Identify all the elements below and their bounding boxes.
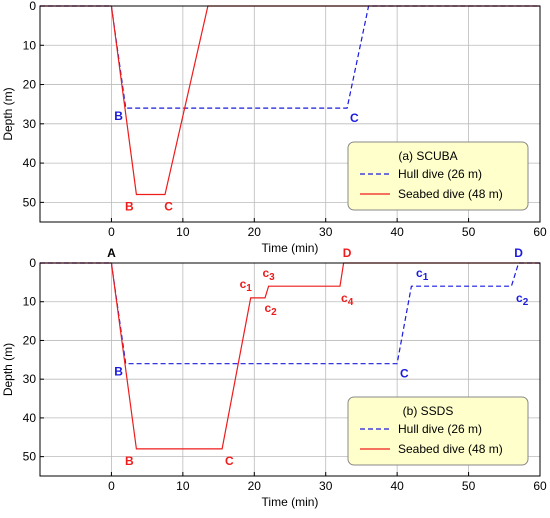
y-tick-label: 50 — [23, 450, 37, 464]
point-label-subscript: 1 — [423, 272, 429, 283]
legend-hull-label-b: Hull dive (26 m) — [398, 422, 482, 436]
point-label-subscript: 3 — [269, 272, 275, 283]
y-tick-label: 0 — [29, 0, 36, 13]
x-tick-label: 60 — [533, 225, 547, 239]
point-label-B: B — [114, 365, 123, 379]
y-tick-label: 10 — [23, 38, 37, 52]
x-tick-label: 0 — [108, 225, 115, 239]
y-tick-label: 40 — [23, 411, 37, 425]
legend-seabed-label-a: Seabed dive (48 m) — [398, 187, 503, 201]
panel-ssds: 0 10 20 30 40 50 60 0 10 20 30 40 50 Time (min) Depth … — [1, 246, 547, 509]
y-tick-label: 20 — [23, 333, 37, 347]
legend-box-b — [347, 396, 529, 466]
x-tick-label: 20 — [248, 225, 262, 239]
plot-frame-a — [39, 5, 541, 223]
point-label-D: D — [371, 0, 380, 3]
y-axis-label: Depth (m) — [1, 87, 15, 140]
point-label-B: B — [114, 109, 123, 123]
point-label-D: D — [204, 0, 213, 3]
point-label-D: D — [514, 246, 523, 260]
panel-title-b: (b) SSDS — [403, 404, 454, 418]
y-tick-label: 0 — [29, 256, 36, 270]
point-label-D: D — [343, 246, 352, 260]
y-tick-label: 30 — [23, 372, 37, 386]
panel-scuba: 0 10 20 30 40 50 60 0 10 20 30 40 50 Time (min) Depth … — [1, 0, 547, 255]
point-label-subscript: 2 — [523, 297, 529, 308]
point-label-A: A — [107, 0, 116, 3]
point-label-C: C — [225, 454, 234, 468]
point-label-C: C — [164, 200, 173, 214]
point-label-A: A — [107, 246, 116, 260]
point-label-B: B — [125, 200, 134, 214]
point-label-subscript: 2 — [271, 307, 277, 318]
x-tick-label: 10 — [176, 225, 190, 239]
point-label-B: B — [125, 454, 134, 468]
x-axis-label: Time (min) — [262, 495, 319, 509]
point-label-subscript: 4 — [348, 297, 354, 308]
legend-hull-label-a: Hull dive (26 m) — [398, 167, 482, 181]
x-axis-label: Time (min) — [262, 241, 319, 255]
y-tick-label: 20 — [23, 78, 37, 92]
point-label-C: C — [350, 111, 359, 125]
plot-frame-b — [39, 262, 541, 477]
legend-box-a — [347, 141, 529, 211]
x-tick-label: 40 — [390, 479, 404, 493]
point-label-subscript: 1 — [246, 283, 252, 294]
y-tick-label: 30 — [23, 117, 37, 131]
x-tick-label: 0 — [108, 479, 115, 493]
y-tick-label: 40 — [23, 156, 37, 170]
point-label-C: C — [400, 367, 409, 381]
x-tick-label: 50 — [462, 225, 476, 239]
y-tick-label: 10 — [23, 295, 37, 309]
legend-seabed-label-b: Seabed dive (48 m) — [398, 442, 503, 456]
x-tick-label: 20 — [248, 479, 262, 493]
x-tick-label: 30 — [319, 479, 333, 493]
seabed-dive-line-b — [40, 262, 540, 450]
x-tick-label: 40 — [390, 225, 404, 239]
y-axis-label: Depth (m) — [1, 343, 15, 396]
y-tick-label: 50 — [23, 195, 37, 209]
x-tick-label: 10 — [176, 479, 190, 493]
x-tick-label: 60 — [533, 479, 547, 493]
panel-title-a: (a) SCUBA — [398, 149, 457, 163]
x-tick-label: 50 — [462, 479, 476, 493]
x-tick-label: 30 — [319, 225, 333, 239]
